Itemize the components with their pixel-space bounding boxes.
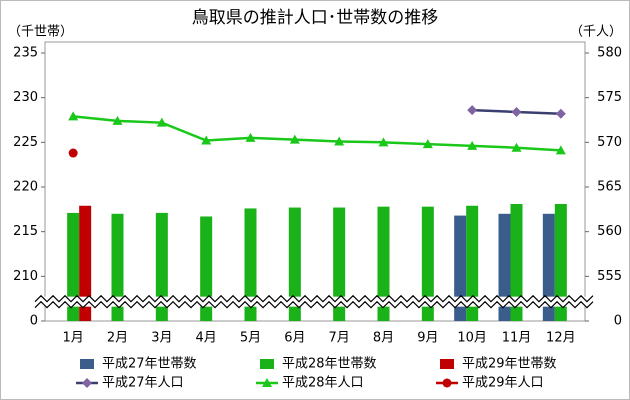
bar xyxy=(155,212,168,321)
line-marker xyxy=(112,115,123,125)
line xyxy=(73,115,561,152)
bar xyxy=(333,207,346,321)
legend-marker xyxy=(262,378,272,387)
bar xyxy=(244,208,257,321)
line-marker xyxy=(245,132,256,142)
y2-tick-label: 0 xyxy=(614,314,622,329)
y-tick-label: 210 xyxy=(13,269,38,284)
x-tick-label: 3月 xyxy=(151,331,172,346)
x-tick-label: 7月 xyxy=(329,331,350,346)
bar xyxy=(554,203,567,321)
x-tick-label: 9月 xyxy=(417,331,438,346)
legend-swatch xyxy=(260,359,274,369)
x-tick-label: 8月 xyxy=(373,331,394,346)
x-tick-label: 1月 xyxy=(63,331,84,346)
y2-tick-label: 565 xyxy=(597,180,622,195)
line-marker xyxy=(467,105,478,116)
y-tick-label: 235 xyxy=(13,46,38,61)
line-marker xyxy=(511,106,522,117)
y2-tick-label: 560 xyxy=(597,224,622,239)
line-marker xyxy=(201,135,212,145)
y-tick-label: 225 xyxy=(13,135,38,150)
legend-label: 平成29年人口 xyxy=(462,376,544,391)
x-tick-label: 2月 xyxy=(107,331,128,346)
axis-break-bg xyxy=(35,296,595,307)
x-tick-label: 12月 xyxy=(546,331,576,346)
line-marker xyxy=(334,136,345,146)
bar xyxy=(498,213,511,321)
legend-label: 平成29年世帯数 xyxy=(462,357,557,372)
line-marker xyxy=(378,137,389,147)
axis-break xyxy=(34,294,594,303)
legend-marker xyxy=(442,378,452,388)
x-tick-label: 10月 xyxy=(457,331,487,346)
line-marker xyxy=(289,134,300,144)
line-marker xyxy=(422,139,433,149)
line-marker xyxy=(555,108,566,119)
y2-tick-label: 570 xyxy=(597,135,622,150)
bar xyxy=(79,205,92,321)
legend-label: 平成27年世帯数 xyxy=(102,357,197,372)
bar xyxy=(454,215,467,321)
line-marker xyxy=(555,145,566,155)
plot-area xyxy=(44,41,586,322)
bar xyxy=(200,216,213,321)
y-axis-label: （千世帯） xyxy=(8,25,73,40)
y-tick-label: 0 xyxy=(30,314,38,329)
bar xyxy=(377,206,390,321)
line-marker xyxy=(156,117,167,127)
y-tick-label: 230 xyxy=(13,90,38,105)
legend-swatch xyxy=(440,359,454,369)
legend-label: 平成28年世帯数 xyxy=(282,357,377,372)
y-tick-label: 220 xyxy=(13,180,38,195)
y2-axis-label: （千人） xyxy=(570,25,622,40)
x-tick-label: 11月 xyxy=(502,331,532,346)
bar xyxy=(421,206,434,321)
bar xyxy=(510,203,523,321)
x-tick-label: 6月 xyxy=(284,331,305,346)
y2-tick-label: 555 xyxy=(597,269,622,284)
x-tick-label: 4月 xyxy=(196,331,217,346)
legend-label: 平成27年人口 xyxy=(102,376,184,391)
legend-swatch xyxy=(80,359,94,369)
line-marker xyxy=(511,142,522,152)
axis-break xyxy=(34,300,594,309)
bar xyxy=(466,205,479,321)
bar xyxy=(67,212,80,321)
bar xyxy=(111,213,124,321)
line-marker xyxy=(467,140,478,150)
x-tick-label: 5月 xyxy=(240,331,261,346)
line-marker xyxy=(68,148,78,158)
y-tick-label: 215 xyxy=(13,224,38,239)
chart-title: 鳥取県の推計人口･世帯数の推移 xyxy=(192,8,439,28)
bar xyxy=(542,213,555,321)
y2-tick-label: 575 xyxy=(597,90,622,105)
line-marker xyxy=(68,111,79,121)
y2-tick-label: 580 xyxy=(597,46,622,61)
legend-label: 平成28年人口 xyxy=(282,376,364,391)
bar xyxy=(288,207,301,321)
legend-marker xyxy=(82,378,92,388)
